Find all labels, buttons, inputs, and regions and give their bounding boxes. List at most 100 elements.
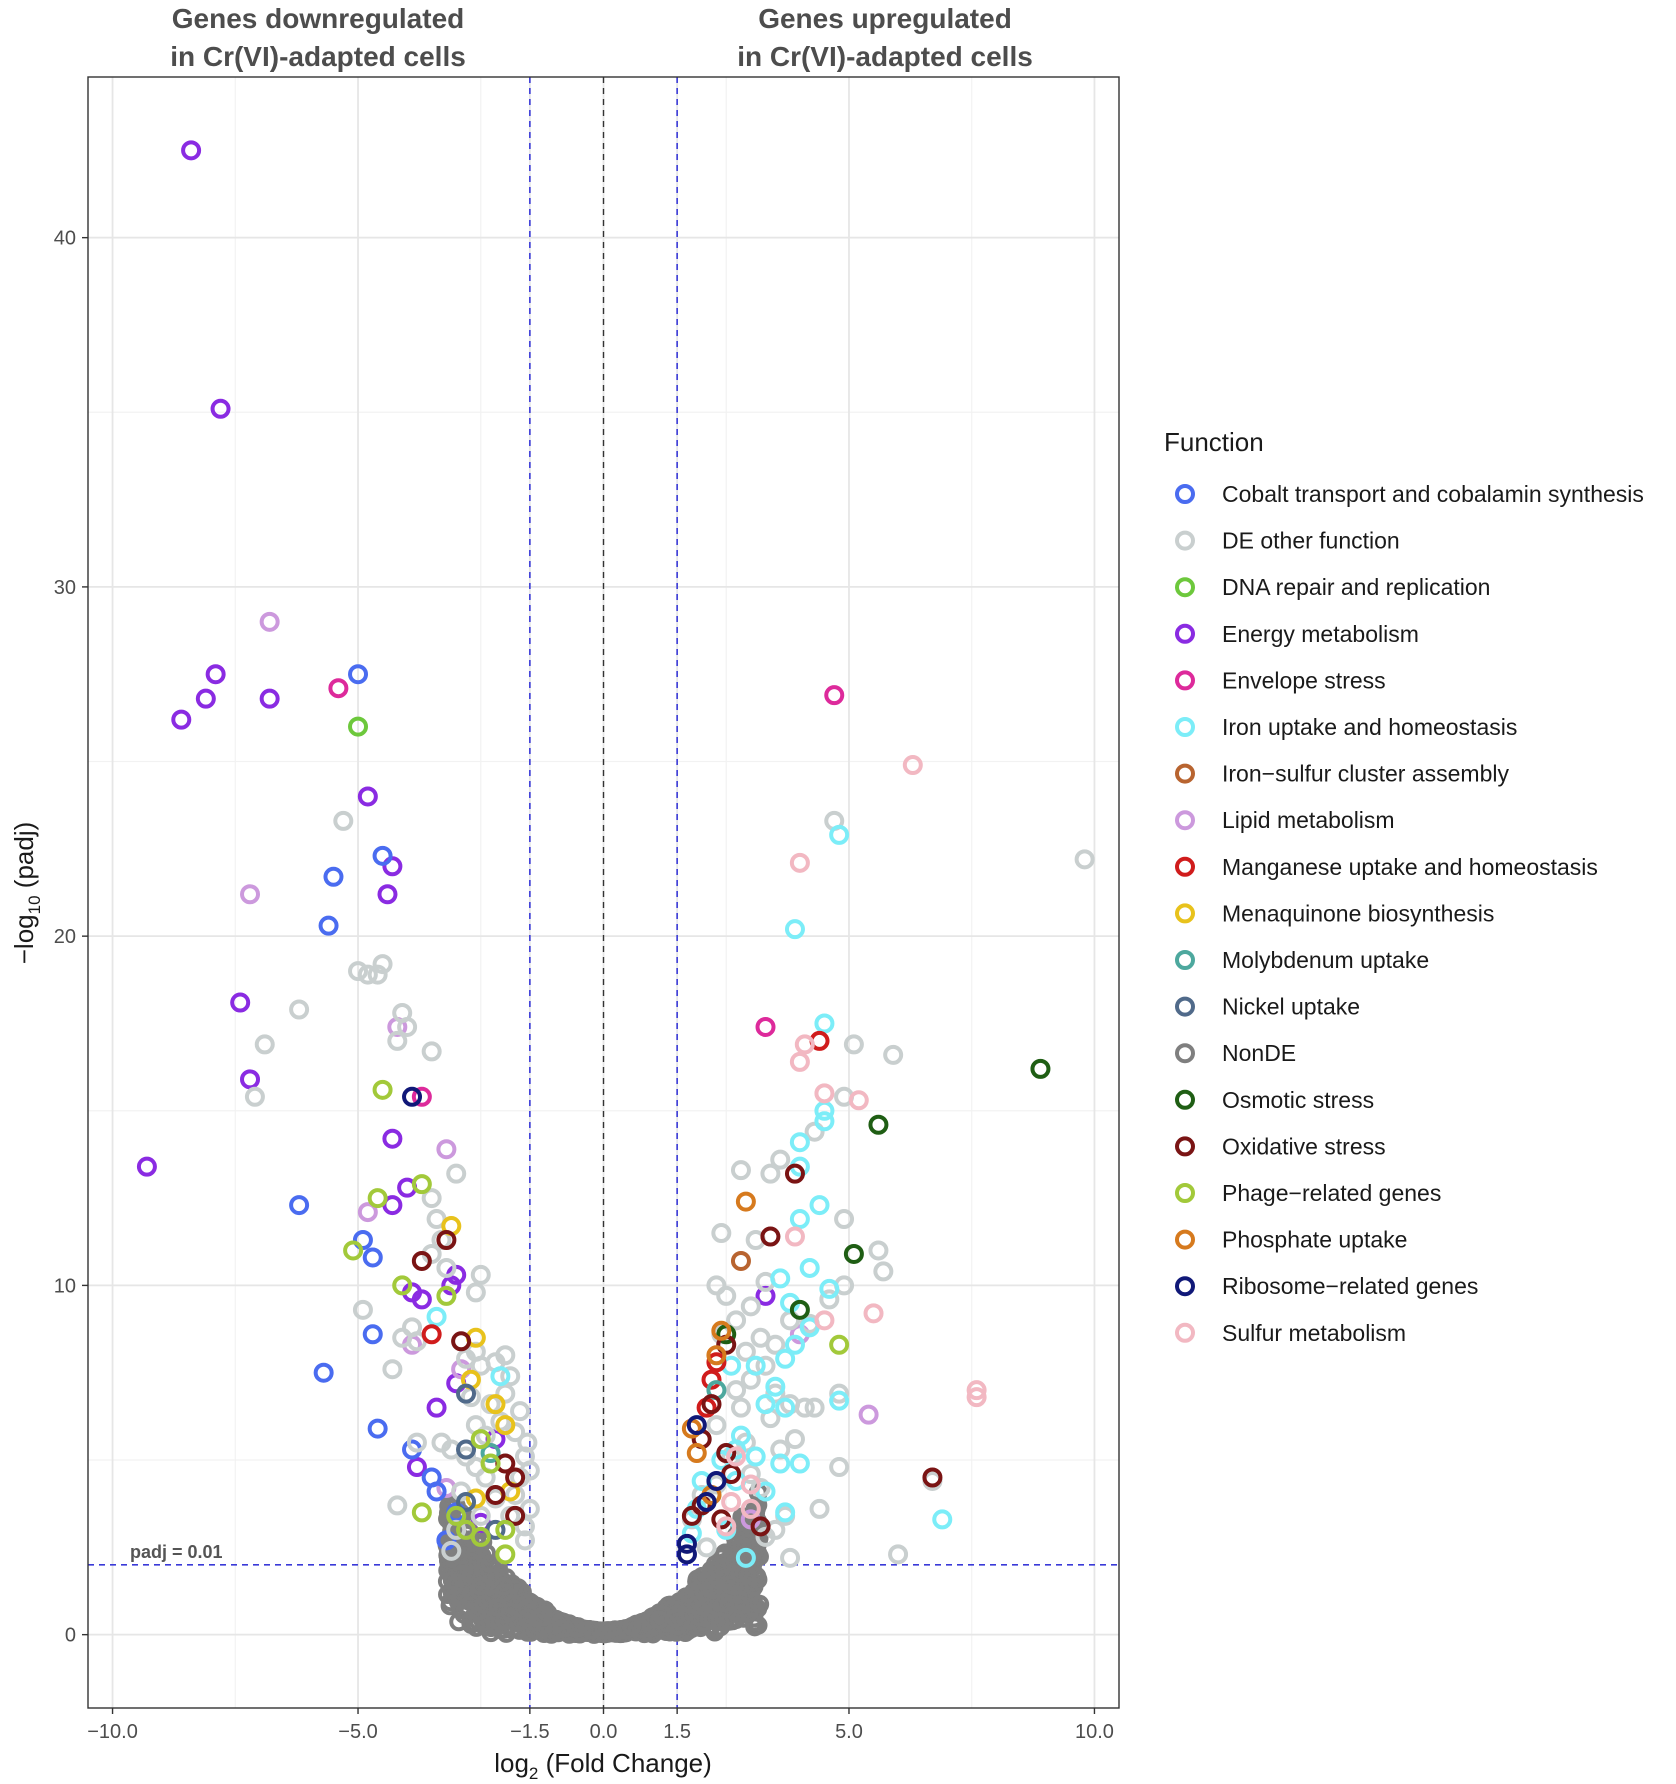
point-energy-metabolism [426, 1397, 447, 1418]
point-iron-uptake-and-homeostasis [799, 1257, 820, 1278]
point-de-other-function [784, 1429, 805, 1450]
x-axis-title: log2 (Fold Change) [494, 1748, 712, 1783]
point-cobalt-transport-and-cobalamin-synthesis [289, 1195, 310, 1216]
point-ribosome-related-genes [706, 1470, 727, 1491]
point-phage-related-genes [392, 1275, 413, 1296]
point-phosphate-uptake [706, 1345, 727, 1366]
nonde-point [694, 1582, 714, 1602]
point-iron-uptake-and-homeostasis [775, 1502, 796, 1523]
point-cobalt-transport-and-cobalamin-synthesis [352, 1230, 373, 1251]
point-sulfur-metabolism [784, 1226, 805, 1247]
point-phage-related-genes [372, 1079, 393, 1100]
point-envelope-stress [755, 1016, 776, 1037]
point-energy-metabolism [411, 1289, 432, 1310]
point-lipid-metabolism [451, 1359, 472, 1380]
header-down-line2: in Cr(VI)-adapted cells [170, 41, 466, 72]
point-menaquinone-biosynthesis [465, 1488, 486, 1509]
point-sulfur-metabolism [966, 1387, 987, 1408]
point-oxidative-stress [505, 1467, 526, 1488]
point-de-other-function [829, 1457, 850, 1478]
threshold-lines [88, 77, 1119, 1708]
nonde-point [725, 1552, 745, 1572]
legend-key [1175, 717, 1195, 737]
plot-panel: padj = 0.01 [87, 76, 1120, 1709]
point-nickel-uptake [456, 1491, 477, 1512]
point-cobalt-transport-and-cobalamin-synthesis [323, 866, 344, 887]
point-de-other-function [514, 1516, 535, 1537]
nonde-point [710, 1612, 730, 1632]
point-phage-related-genes [495, 1519, 516, 1540]
point-de-other-function [883, 1044, 904, 1065]
point-cobalt-transport-and-cobalamin-synthesis [362, 1247, 383, 1268]
legend-key [1175, 1229, 1195, 1250]
point-sulfur-metabolism [814, 1310, 835, 1331]
point-de-other-function [716, 1285, 737, 1306]
point-energy-metabolism [259, 688, 280, 709]
legend-key [1175, 623, 1195, 644]
point-de-other-function [1074, 849, 1095, 870]
nonde-point [494, 1576, 514, 1596]
legend-label: DE other function [1222, 528, 1400, 554]
legend-key [1175, 1136, 1195, 1157]
point-de-other-function [706, 1415, 727, 1436]
point-de-other-function [755, 1526, 776, 1547]
nonde-point [688, 1607, 708, 1627]
point-phage-related-genes [436, 1285, 457, 1306]
point-iron-sulfur-cluster-assembly [730, 1250, 751, 1271]
point-sulfur-metabolism [740, 1474, 761, 1495]
point-oxidative-stress [681, 1505, 702, 1526]
point-phage-related-genes [495, 1544, 516, 1565]
point-de-other-function [794, 1397, 815, 1418]
y-tick-label: 0 [65, 1625, 76, 1647]
point-phage-related-genes [343, 1240, 364, 1261]
point-sulfur-metabolism [863, 1303, 884, 1324]
point-iron-uptake-and-homeostasis [745, 1446, 766, 1467]
point-de-other-function [470, 1505, 491, 1526]
point-cobalt-transport-and-cobalamin-synthesis [362, 1324, 383, 1345]
point-de-other-function [760, 1163, 781, 1184]
point-oxidative-stress [485, 1484, 506, 1505]
legend-key [1175, 1089, 1195, 1110]
point-manganese-uptake-and-homeostasis [701, 1369, 722, 1390]
x-tick-label: −5.0 [338, 1721, 377, 1743]
legend-label: Cobalt transport and cobalamin synthesis [1222, 481, 1644, 507]
legend-label: Nickel uptake [1222, 994, 1360, 1020]
legend-key [1175, 950, 1195, 970]
point-de-other-function [357, 964, 378, 985]
point-de-other-function [367, 964, 388, 985]
point-energy-metabolism [240, 1069, 261, 1090]
point-molybdenum-uptake [480, 1443, 501, 1464]
legend-key [1175, 996, 1195, 1017]
point-de-other-function [829, 1383, 850, 1404]
legend-label: Sulfur metabolism [1222, 1320, 1406, 1346]
point-phosphate-uptake [686, 1443, 707, 1464]
point-sulfur-metabolism [848, 1090, 869, 1111]
nonde-point [451, 1600, 471, 1620]
point-iron-uptake-and-homeostasis [775, 1348, 796, 1369]
point-phage-related-genes [829, 1334, 850, 1355]
point-de-other-function [470, 1264, 491, 1285]
point-sulfur-metabolism [902, 755, 923, 776]
legend-label: Phage−related genes [1222, 1180, 1441, 1206]
point-de-other-function [770, 1439, 791, 1460]
point-oxidative-stress [436, 1230, 457, 1251]
point-iron-uptake-and-homeostasis [770, 1268, 791, 1289]
point-sulfur-metabolism [814, 1083, 835, 1104]
point-cobalt-transport-and-cobalamin-synthesis [367, 1418, 388, 1439]
point-de-other-function [421, 1041, 442, 1062]
point-de-other-function [289, 999, 310, 1020]
point-energy-metabolism [406, 1457, 427, 1478]
point-energy-metabolism [181, 140, 202, 161]
point-ribosome-related-genes [686, 1415, 707, 1436]
data-points [136, 140, 1095, 1644]
nonde-point [744, 1576, 764, 1596]
point-de-other-function [348, 961, 369, 982]
point-iron-uptake-and-homeostasis [829, 1390, 850, 1411]
point-osmotic-stress [789, 1299, 810, 1320]
point-osmotic-stress [843, 1243, 864, 1264]
point-iron-uptake-and-homeostasis [814, 1111, 835, 1132]
x-tick-label: 1.5 [663, 1721, 691, 1743]
point-ribosome-related-genes [696, 1491, 717, 1512]
point-de-other-function [735, 1341, 756, 1362]
